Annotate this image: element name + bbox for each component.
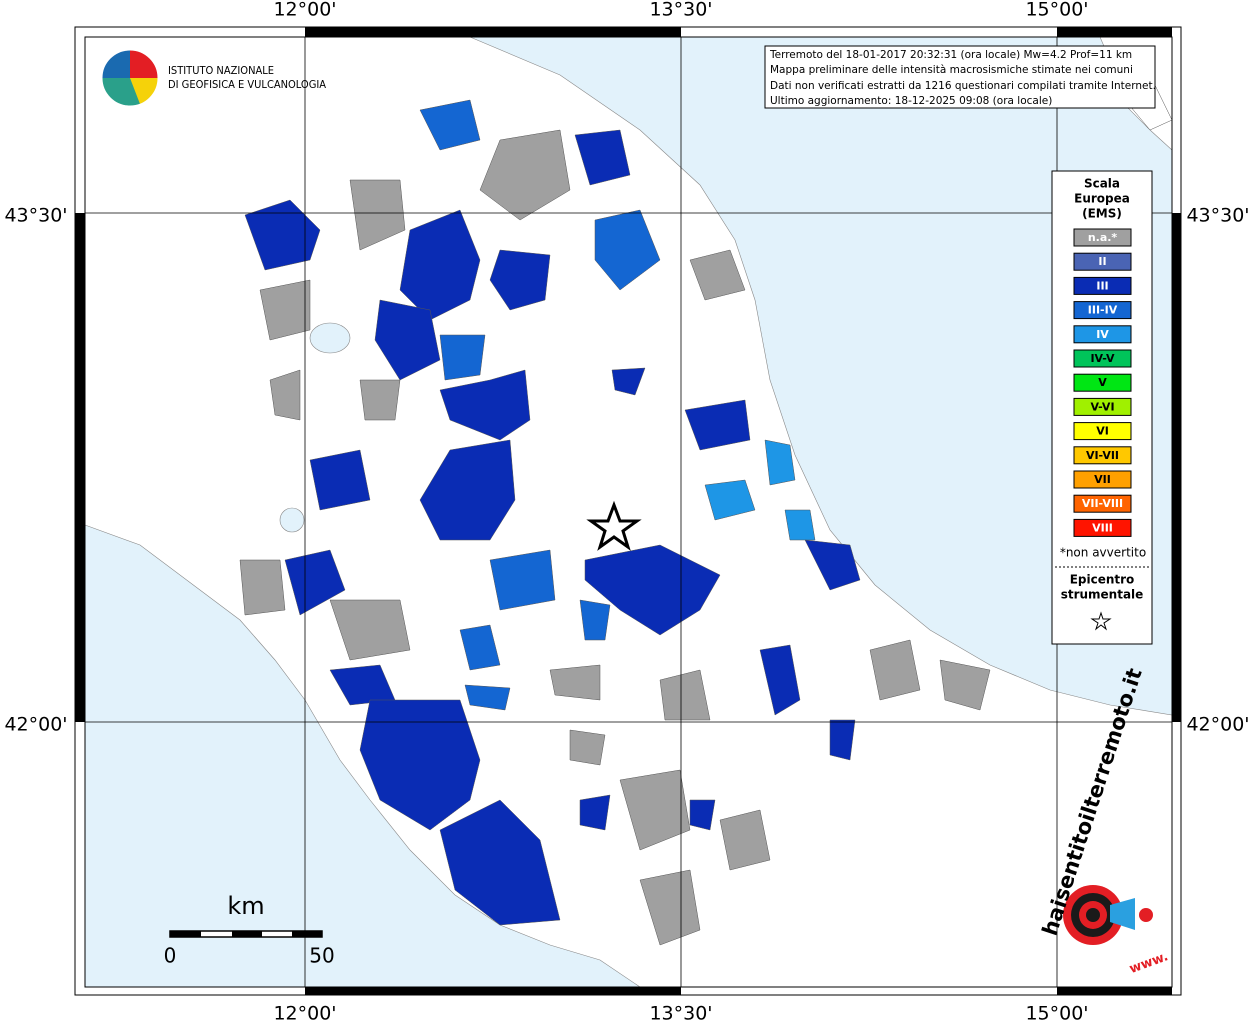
- legend-swatch: [1073, 422, 1132, 441]
- institute-name: ISTITUTO NAZIONALE: [168, 64, 274, 77]
- lon-label: 12°00': [273, 0, 336, 21]
- legend-label: V: [1098, 376, 1107, 389]
- legend-swatch: [1073, 252, 1132, 271]
- legend-swatch: [1073, 349, 1132, 368]
- legend-label: II: [1098, 255, 1106, 268]
- info-line: Dati non verificati estratti da 1216 que…: [770, 80, 1156, 92]
- legend-swatch: [1073, 276, 1132, 295]
- legend-swatch: [1073, 228, 1132, 247]
- legend-label: V-VI: [1090, 400, 1114, 413]
- scale-tick: 0: [164, 944, 177, 968]
- legend-label: III-IV: [1088, 304, 1118, 317]
- lon-label: 13°30': [649, 1003, 712, 1024]
- scale-tick: 50: [309, 944, 334, 968]
- legend-swatch: [1073, 325, 1132, 344]
- epicenter: [586, 500, 642, 551]
- legend-star: [1090, 611, 1112, 631]
- legend-swatch: [1073, 446, 1132, 465]
- legend-swatch: [1073, 494, 1132, 513]
- adriatic-sea: [469, 36, 1173, 716]
- tyrrhenian-sea: [84, 524, 641, 988]
- lon-label: 15°00': [1025, 1003, 1088, 1024]
- legend: Scala Europea (EMS) *non avvertito Epice…: [1051, 170, 1153, 645]
- legend-swatch: [1073, 373, 1132, 392]
- map-frame: [74, 26, 1182, 996]
- legend-title: Scala: [1084, 177, 1120, 191]
- legend-label: VIII: [1092, 521, 1113, 534]
- scale-unit: km: [227, 892, 264, 920]
- legend-epicenter: Epicentro: [1070, 573, 1135, 587]
- legend-epicenter: strumentale: [1061, 588, 1144, 602]
- legend-footnote: *non avvertito: [1060, 546, 1146, 560]
- legend-label: IV-V: [1090, 352, 1115, 365]
- info-line: Ultimo aggiornamento: 18-12-2025 09:08 (…: [770, 95, 1052, 107]
- legend-label: VI-VII: [1086, 449, 1119, 462]
- legend-label: IV: [1096, 328, 1109, 341]
- lat-label: 43°30': [4, 205, 67, 227]
- lake: [309, 322, 351, 354]
- lon-label: 13°30': [649, 0, 712, 21]
- legend-label: n.a.*: [1088, 231, 1118, 244]
- lake: [279, 507, 305, 533]
- legend-swatch: [1073, 470, 1132, 489]
- lon-label: 12°00': [273, 1003, 336, 1024]
- info-box: Terremoto del 18-01-2017 20:32:31 (ora l…: [764, 45, 1156, 109]
- legend-swatch: [1073, 518, 1132, 537]
- legend-title: (EMS): [1082, 207, 1122, 221]
- legend-label: VI: [1096, 425, 1109, 438]
- legend-label: III: [1096, 279, 1108, 292]
- legend-label: VII: [1094, 473, 1111, 486]
- institute-name: DI GEOFISICA E VULCANOLOGIA: [168, 78, 326, 91]
- lat-label: 42°00': [1186, 714, 1249, 736]
- legend-title: Europea: [1074, 192, 1130, 206]
- scale-bar: km 0 50: [164, 892, 335, 968]
- info-line: Mappa preliminare delle intensità macros…: [770, 64, 1133, 76]
- ingv-logo: ISTITUTO NAZIONALE DI GEOFISICA E VULCAN…: [101, 49, 326, 107]
- lat-label: 43°30': [1186, 205, 1249, 227]
- legend-swatch: [1073, 397, 1132, 416]
- info-line: Terremoto del 18-01-2017 20:32:31 (ora l…: [769, 49, 1132, 61]
- municipalities: [239, 59, 1173, 946]
- lat-label: 42°00': [4, 714, 67, 736]
- legend-label: VII-VIII: [1082, 497, 1123, 510]
- lon-label: 15°00': [1025, 0, 1088, 21]
- legend-swatch: [1073, 301, 1132, 320]
